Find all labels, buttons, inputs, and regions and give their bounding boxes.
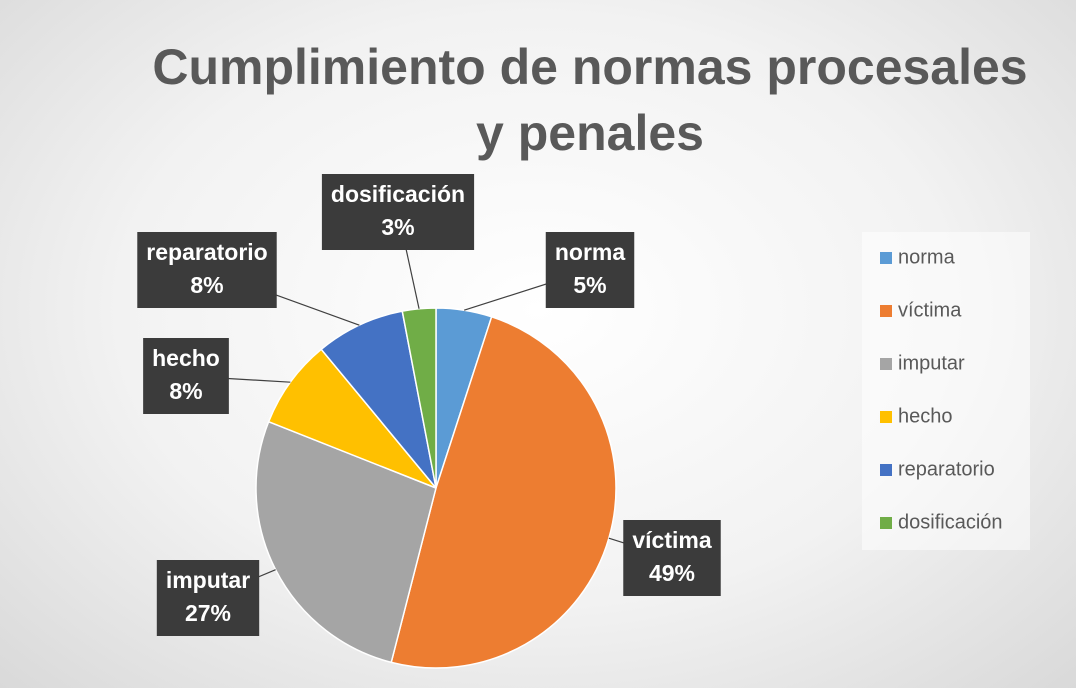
label-value: 3% xyxy=(381,214,414,240)
data-label: imputar 27% xyxy=(156,560,276,636)
data-label: norma 5% xyxy=(463,232,635,311)
data-label: víctima 49% xyxy=(608,520,721,596)
label-value: 5% xyxy=(573,272,606,298)
label-value: 8% xyxy=(169,378,202,404)
legend-swatch xyxy=(880,305,892,317)
label-box xyxy=(143,338,229,414)
legend: norma víctima imputar hecho reparatorio dosif… xyxy=(862,232,1030,550)
label-name: imputar xyxy=(166,567,250,593)
slices xyxy=(255,307,617,669)
pie-slice xyxy=(320,310,437,489)
legend-swatch xyxy=(880,252,892,264)
pie-slice xyxy=(390,315,617,669)
label-name: reparatorio xyxy=(146,239,267,265)
label-value: 8% xyxy=(190,272,223,298)
label-value: 49% xyxy=(649,560,695,586)
legend-label: reparatorio xyxy=(898,458,995,480)
data-label: hecho 8% xyxy=(143,338,291,414)
data-label: reparatorio 8% xyxy=(137,232,360,326)
legend-swatch xyxy=(880,464,892,476)
label-box xyxy=(545,232,635,308)
legend-label: imputar xyxy=(898,352,965,374)
legend-label: dosificación xyxy=(898,511,1003,533)
data-label: dosificación 3% xyxy=(321,174,475,309)
label-box xyxy=(623,520,721,596)
legend-box xyxy=(862,232,1030,550)
label-value: 27% xyxy=(185,600,231,626)
label-name: víctima xyxy=(632,527,711,553)
label-name: norma xyxy=(555,239,626,265)
legend-swatch xyxy=(880,358,892,370)
legend-label: hecho xyxy=(898,405,953,427)
legend-swatch xyxy=(880,517,892,529)
label-box xyxy=(156,560,260,636)
legend-label: víctima xyxy=(898,299,962,321)
label-box xyxy=(321,174,475,250)
legend-label: norma xyxy=(898,246,956,268)
label-name: dosificación xyxy=(331,181,465,207)
legend-swatch xyxy=(880,411,892,423)
pie-slice xyxy=(267,348,437,489)
chart-title: Cumplimiento de normas procesales y pena… xyxy=(152,39,1028,161)
label-name: hecho xyxy=(152,345,220,371)
label-box xyxy=(137,232,277,308)
